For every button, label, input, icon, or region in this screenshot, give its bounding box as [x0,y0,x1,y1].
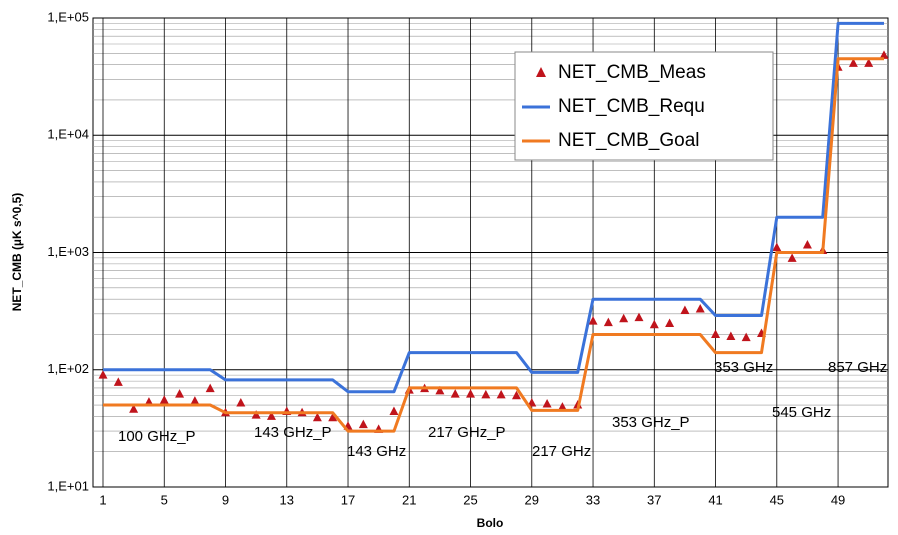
legend-label: NET_CMB_Requ [558,96,705,117]
marker [481,389,491,399]
annotation: 353 GHz_P [612,414,690,431]
annotation: 857 GHz [828,359,887,376]
x-axis-title: Bolo [477,516,504,530]
annotation: 100 GHz_P [118,428,196,445]
annotation: 143 GHz_P [254,424,332,441]
legend-label: NET_CMB_Meas [558,62,706,83]
marker [665,318,675,328]
x-tick-label: 25 [463,492,477,507]
marker [466,389,476,398]
line [103,21,884,394]
legend-label: NET_CMB_Goal [558,130,700,151]
marker [787,253,797,262]
marker [328,412,338,422]
marker [511,390,521,400]
marker [619,313,629,323]
marker [879,50,889,59]
marker [358,419,368,429]
marker [236,398,246,407]
marker [726,331,736,341]
line [103,57,884,433]
marker [312,412,322,422]
marker [741,332,751,342]
annotation: 353 GHz [714,359,773,376]
legend-box [514,51,774,161]
marker [205,383,215,393]
y-tick-label: 1,E+02 [47,361,89,376]
x-tick-label: 37 [647,492,661,507]
x-tick-label: 41 [708,492,722,507]
marker [588,316,598,325]
marker [557,402,567,411]
marker [848,58,858,67]
x-tick-label: 5 [161,492,168,507]
marker [542,399,552,408]
marker [711,329,721,338]
marker [266,411,276,420]
legend-marker [536,67,546,77]
marker [450,389,460,398]
annotation: 545 GHz [772,404,831,421]
x-tick-label: 9 [222,492,229,507]
marker [389,406,399,416]
x-tick-label: 33 [586,492,600,507]
marker [695,303,705,313]
marker [175,389,185,398]
y-tick-label: 1,E+03 [47,244,89,259]
x-tick-label: 49 [831,492,845,507]
annotation: 143 GHz [347,443,406,460]
marker [251,410,261,419]
marker [98,370,108,379]
marker [113,377,123,386]
annotation: 217 GHz [532,443,591,460]
y-tick-label: 1,E+04 [47,127,89,142]
x-tick-label: 1 [99,492,106,507]
marker [772,242,782,252]
marker [159,395,169,404]
x-tick-label: 13 [280,492,294,507]
marker [144,397,154,406]
marker [634,312,644,322]
marker [802,239,812,249]
x-tick-label: 17 [341,492,355,507]
marker [649,319,659,329]
y-tick-label: 1,E+01 [47,478,89,493]
legend: NET_CMB_Meas NET_CMB_Requ NET_CMB_Goal [514,51,774,161]
marker [603,317,613,327]
marker [496,389,506,399]
marker [435,385,445,395]
marker [129,404,139,413]
x-tick-label: 29 [525,492,539,507]
x-tick-label: 21 [402,492,416,507]
x-tick-label: 45 [770,492,784,507]
marker [864,58,874,67]
marker [190,396,200,405]
y-axis-title: NET_CMB (µK s^0,5) [10,193,24,312]
y-tick-label: 1,E+05 [47,9,89,24]
annotation: 217 GHz_P [428,424,506,441]
marker [680,305,690,315]
